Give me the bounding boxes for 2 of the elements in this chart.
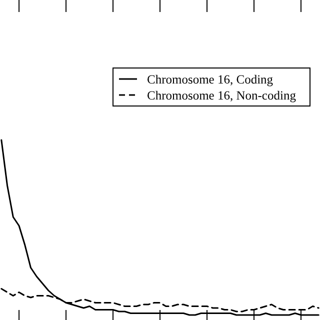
legend-label: Chromosome 16, Non-coding (147, 88, 297, 102)
legend-label: Chromosome 16, Coding (147, 72, 274, 86)
